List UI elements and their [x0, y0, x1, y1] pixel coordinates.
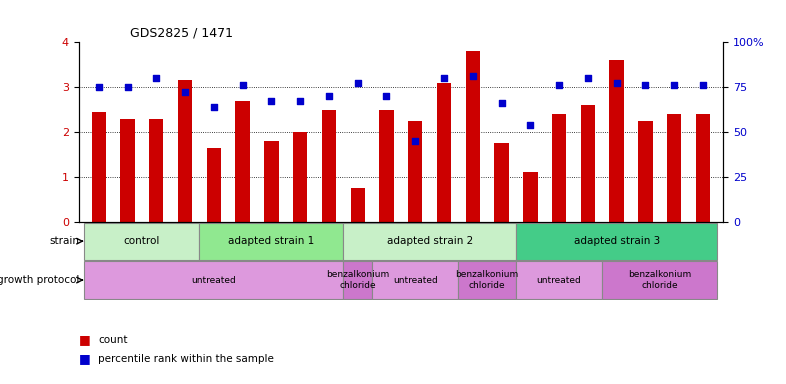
Point	[265, 98, 277, 104]
Text: untreated: untreated	[537, 276, 582, 285]
Point	[553, 82, 565, 88]
Text: percentile rank within the sample: percentile rank within the sample	[98, 354, 274, 364]
Point	[639, 82, 652, 88]
Bar	[602, 262, 718, 299]
Text: untreated: untreated	[192, 276, 237, 285]
Point	[582, 75, 594, 81]
Bar	[696, 114, 711, 222]
Point	[467, 73, 479, 79]
Point	[409, 138, 421, 144]
Text: count: count	[98, 335, 128, 345]
Bar	[207, 148, 221, 222]
Bar	[84, 222, 200, 260]
Bar	[380, 109, 394, 222]
Bar	[609, 60, 624, 222]
Bar	[667, 114, 681, 222]
Text: ■: ■	[79, 333, 90, 346]
Point	[380, 93, 393, 99]
Bar	[494, 143, 509, 222]
Text: growth protocol: growth protocol	[0, 275, 79, 285]
Point	[237, 82, 249, 88]
Bar	[516, 262, 602, 299]
Bar	[264, 141, 278, 222]
Point	[524, 122, 537, 128]
Point	[93, 84, 105, 90]
Point	[611, 79, 623, 86]
Bar	[84, 262, 343, 299]
Point	[351, 79, 364, 86]
Point	[668, 82, 681, 88]
Point	[438, 75, 450, 81]
Bar	[372, 262, 458, 299]
Bar	[638, 121, 652, 222]
Text: GDS2825 / 1471: GDS2825 / 1471	[130, 26, 233, 40]
Point	[150, 75, 163, 81]
Bar	[343, 222, 516, 260]
Bar	[200, 222, 343, 260]
Text: untreated: untreated	[393, 276, 438, 285]
Bar	[552, 114, 566, 222]
Text: adapted strain 2: adapted strain 2	[387, 236, 472, 246]
Point	[495, 100, 508, 106]
Bar	[293, 132, 307, 222]
Text: benzalkonium
chloride: benzalkonium chloride	[326, 270, 389, 290]
Point	[208, 104, 220, 110]
Text: ■: ■	[79, 353, 90, 366]
Point	[322, 93, 335, 99]
Point	[121, 84, 134, 90]
Bar	[236, 101, 250, 222]
Bar	[437, 83, 451, 222]
Bar	[465, 51, 480, 222]
Text: strain: strain	[50, 236, 79, 246]
Bar	[178, 80, 193, 222]
Text: adapted strain 3: adapted strain 3	[574, 236, 659, 246]
Point	[178, 89, 191, 95]
Bar	[91, 112, 106, 222]
Point	[294, 98, 307, 104]
Bar	[321, 109, 336, 222]
Bar	[523, 172, 538, 222]
Bar	[516, 222, 718, 260]
Text: adapted strain 1: adapted strain 1	[228, 236, 314, 246]
Bar	[149, 119, 163, 222]
Bar	[343, 262, 372, 299]
Bar	[120, 119, 134, 222]
Point	[696, 82, 709, 88]
Bar	[458, 262, 516, 299]
Text: benzalkonium
chloride: benzalkonium chloride	[628, 270, 692, 290]
Text: benzalkonium
chloride: benzalkonium chloride	[456, 270, 519, 290]
Text: control: control	[123, 236, 160, 246]
Bar	[351, 188, 365, 222]
Bar	[408, 121, 422, 222]
Bar	[581, 105, 595, 222]
